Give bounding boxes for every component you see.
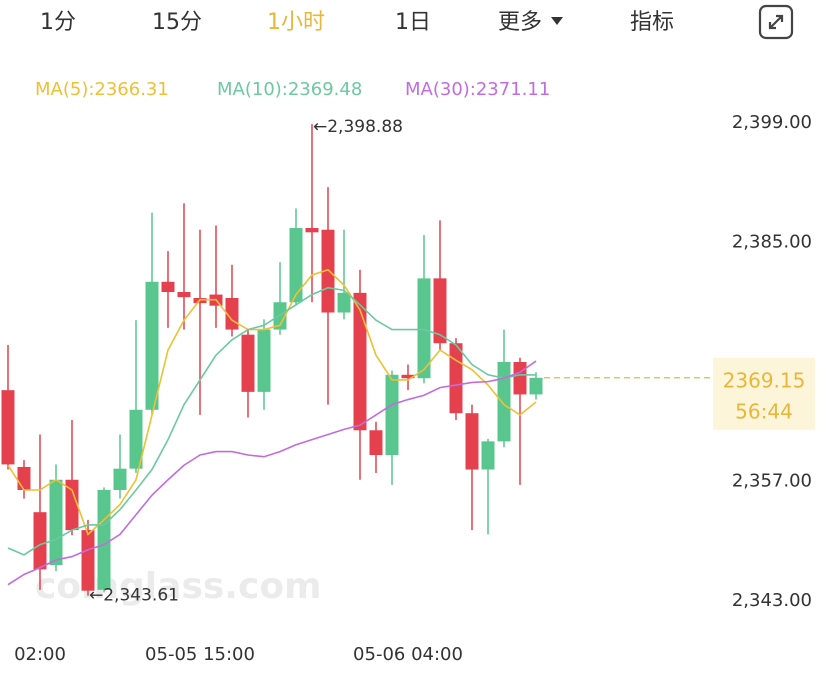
candle-body [321,229,335,313]
candle-body [161,281,175,293]
candle-body [81,530,95,591]
candle-body [337,292,351,313]
candle-body [17,466,31,490]
ma-line [7,286,537,556]
legend-entry: MA(10):2369.48 [217,79,362,100]
ma-line [7,360,537,586]
candle-body [33,512,47,570]
candle-body [177,292,191,298]
y-tick-label: 2,343.00 [732,590,812,611]
y-tick-label: 2,357.00 [732,470,812,491]
legend-entry: MA(5):2366.31 [35,79,169,100]
dropdown-arrow [551,17,563,25]
candle-body [369,430,383,456]
candle-body [353,292,367,431]
candle-body [289,228,303,303]
candle-body [257,329,271,392]
candle-body [49,479,63,566]
tab[interactable]: 指标 [630,10,674,35]
ma-line [7,268,537,536]
x-tick-label: 05-05 15:00 [145,644,255,665]
candle-body [385,374,399,456]
extreme-label: ←2,398.88 [313,117,403,137]
candle-body [529,377,543,395]
candle-body [129,409,143,469]
legend-entry: MA(30):2371.11 [405,79,550,100]
candle-body [513,362,527,395]
y-tick-label: 2,385.00 [732,232,812,253]
candle-body [449,343,463,414]
candle-body [497,362,511,442]
tab[interactable]: 1日 [395,10,431,35]
tab[interactable]: 更多 [498,10,542,35]
extreme-label: ←2,343.61 [89,586,179,606]
x-tick-label: 05-06 04:00 [353,644,463,665]
candle-body [97,490,111,590]
countdown-label: 56:44 [735,399,793,423]
candle-body [65,479,79,531]
last-price-label: 2369.15 [723,368,806,392]
candle-body [465,413,479,470]
candle-body [433,278,447,344]
candle-body [305,228,319,233]
candle-body [481,441,495,470]
candle-body [417,278,431,379]
candle-body [145,281,159,410]
candle-body [1,390,15,465]
tab[interactable]: 1小时 [267,10,325,35]
candle-body [241,334,255,392]
tab[interactable]: 15分 [152,10,202,35]
x-tick-label: 02:00 [14,644,66,665]
tab[interactable]: 1分 [40,10,76,35]
y-tick-label: 2,399.00 [732,112,812,133]
last-price-box [713,357,815,430]
candle-body [401,374,415,379]
expand-icon[interactable] [758,4,794,40]
candle-body [113,468,127,490]
